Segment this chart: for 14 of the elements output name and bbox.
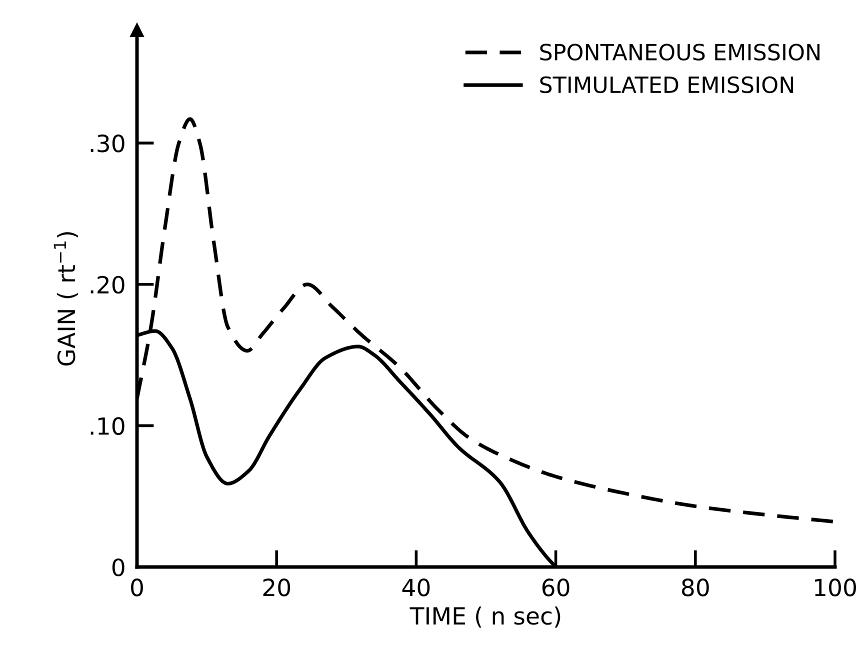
y-tick-label: .20 xyxy=(90,276,124,294)
y-axis-title: GAIN ( rt$^{−1}$) xyxy=(54,232,78,366)
legend-label: STIMULATED EMISSION xyxy=(540,76,794,94)
x-tick-label: 60 xyxy=(542,578,570,596)
x-tick-label: 100 xyxy=(815,578,856,596)
legend-label: SPONTANEOUS EMISSION xyxy=(540,44,820,61)
x-tick-label: 20 xyxy=(263,578,290,596)
x-tick-label: 80 xyxy=(682,578,709,596)
x-axis-title: TIME ( n sec) xyxy=(410,606,560,628)
x-tick-label: 0 xyxy=(131,578,143,596)
y-tick-label: .30 xyxy=(90,134,124,152)
y-tick-label: .10 xyxy=(90,417,124,435)
x-tick-label: 40 xyxy=(402,578,430,596)
y-tick-label: 0 xyxy=(112,558,124,576)
